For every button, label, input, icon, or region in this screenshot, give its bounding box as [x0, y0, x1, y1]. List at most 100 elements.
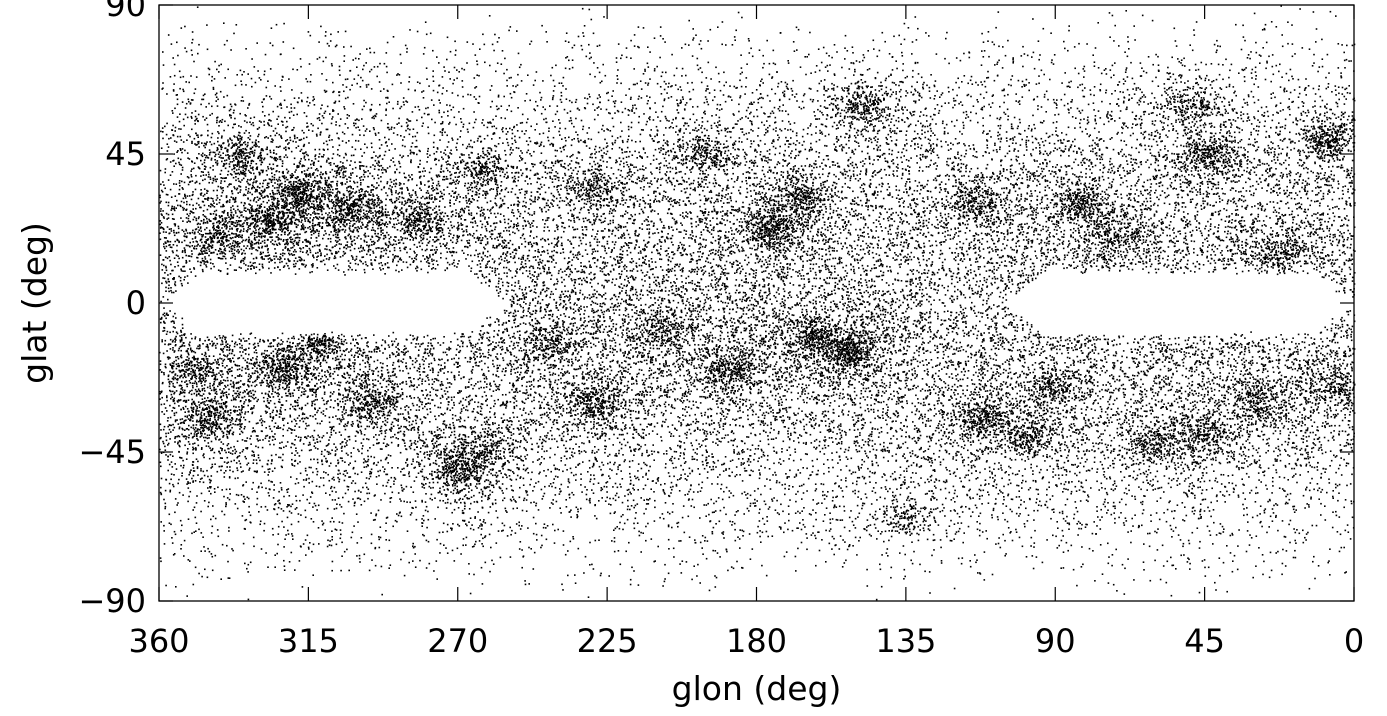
galaxy-point [325, 192, 327, 194]
galaxy-point [1193, 342, 1195, 344]
galaxy-point [594, 515, 596, 517]
galaxy-point [250, 515, 252, 517]
galaxy-point [417, 132, 419, 134]
galaxy-point [652, 444, 654, 446]
galaxy-point [552, 199, 554, 201]
galaxy-point [423, 434, 425, 436]
galaxy-point [1294, 198, 1296, 200]
galaxy-point [1317, 483, 1319, 485]
galaxy-point [844, 183, 846, 185]
galaxy-point [1031, 193, 1033, 195]
galaxy-point [521, 567, 523, 569]
galaxy-point [516, 224, 518, 226]
galaxy-point [804, 345, 806, 347]
galaxy-point [1301, 438, 1303, 440]
galaxy-point [784, 304, 786, 306]
galaxy-point [1073, 364, 1075, 366]
galaxy-point [912, 70, 914, 72]
galaxy-point [701, 178, 703, 180]
galaxy-point [240, 466, 242, 468]
galaxy-point [557, 111, 559, 113]
galaxy-point [271, 125, 273, 127]
galaxy-point [732, 419, 734, 421]
galaxy-point [315, 447, 317, 449]
galaxy-point [555, 373, 557, 375]
galaxy-point [540, 373, 542, 375]
galaxy-point [1279, 487, 1281, 489]
galaxy-point [1339, 397, 1341, 399]
galaxy-point [1146, 390, 1148, 392]
galaxy-point [1305, 539, 1307, 541]
galaxy-point [387, 262, 389, 264]
galaxy-point [681, 89, 683, 91]
galaxy-point [561, 282, 563, 284]
galaxy-point [559, 493, 561, 495]
galaxy-point [1187, 385, 1189, 387]
galaxy-point [799, 485, 801, 487]
galaxy-point [1164, 251, 1166, 253]
galaxy-point [453, 404, 455, 406]
galaxy-point [258, 447, 260, 449]
galaxy-point [325, 492, 327, 494]
galaxy-point [737, 166, 739, 168]
galaxy-point [1051, 349, 1053, 351]
galaxy-point [578, 245, 580, 247]
galaxy-point [466, 200, 468, 202]
galaxy-point [608, 236, 610, 238]
galaxy-point [1072, 248, 1074, 250]
galaxy-point [513, 364, 515, 366]
galaxy-point [292, 69, 294, 71]
galaxy-point [426, 192, 428, 194]
galaxy-point [615, 304, 617, 306]
galaxy-point [686, 340, 688, 342]
galaxy-point [991, 176, 993, 178]
galaxy-point [1343, 335, 1345, 337]
galaxy-point [1204, 349, 1206, 351]
galaxy-point [212, 505, 214, 507]
galaxy-point [616, 324, 618, 326]
galaxy-point [1337, 342, 1339, 344]
galaxy-point [986, 279, 988, 281]
galaxy-point [828, 217, 830, 219]
galaxy-point [704, 391, 706, 393]
galaxy-point [555, 325, 557, 327]
galaxy-point [463, 252, 465, 254]
galaxy-point [678, 421, 680, 423]
galaxy-point [586, 499, 588, 501]
galaxy-point [701, 234, 703, 236]
galaxy-point [716, 403, 718, 405]
galaxy-point [1204, 200, 1206, 202]
galaxy-point [826, 297, 828, 299]
galaxy-point [545, 167, 547, 169]
galaxy-point [204, 550, 206, 552]
galaxy-point [630, 414, 632, 416]
galaxy-point [719, 256, 721, 258]
galaxy-point [402, 362, 404, 364]
galaxy-point [796, 475, 798, 477]
galaxy-point [930, 440, 932, 442]
galaxy-point [392, 108, 394, 110]
galaxy-point [160, 487, 162, 489]
galaxy-point [560, 378, 562, 380]
galaxy-point [697, 491, 699, 493]
galaxy-point [1268, 468, 1270, 470]
galaxy-point [797, 272, 799, 274]
galaxy-point [613, 126, 615, 128]
galaxy-point [703, 215, 705, 217]
galaxy-point [1281, 177, 1283, 179]
galaxy-point [527, 276, 529, 278]
galaxy-point [1019, 374, 1021, 376]
galaxy-point [748, 107, 750, 109]
galaxy-point [683, 303, 685, 305]
galaxy-point [682, 287, 684, 289]
galaxy-point [573, 291, 575, 293]
galaxy-point [706, 294, 708, 296]
galaxy-point [415, 136, 417, 138]
galaxy-point [1007, 308, 1009, 310]
galaxy-point [754, 499, 756, 501]
galaxy-point [250, 396, 252, 398]
galaxy-point [567, 239, 569, 241]
galaxy-point [351, 482, 353, 484]
galaxy-point [642, 165, 644, 167]
galaxy-point [348, 374, 350, 376]
